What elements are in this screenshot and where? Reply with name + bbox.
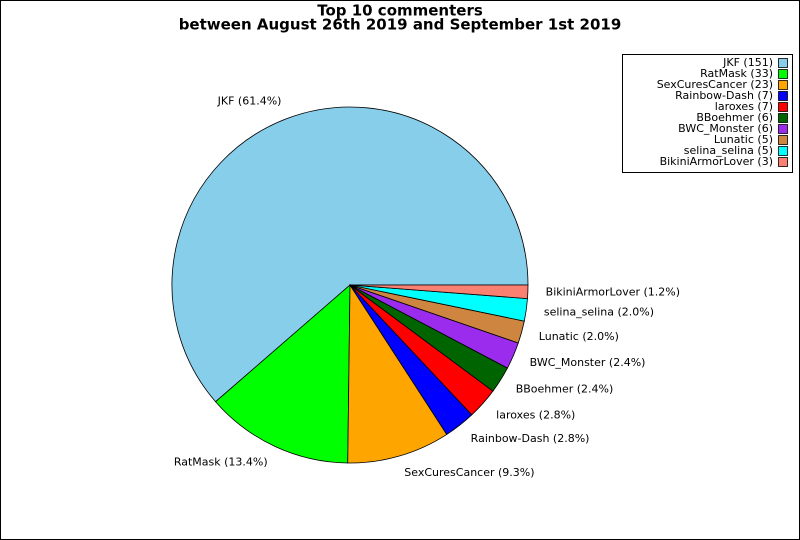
legend-label: Rainbow-Dash (7) [675, 89, 773, 102]
pie-slice [349, 284, 529, 300]
legend-swatch [778, 69, 788, 79]
legend-swatch [778, 91, 788, 101]
slice-label: RatMask (13.4%) [174, 456, 268, 469]
legend-label: BWC_Monster (6) [678, 122, 773, 135]
legend-swatch [778, 157, 788, 167]
slice-label: BWC_Monster (2.4%) [530, 356, 646, 369]
legend-label: selina_selina (5) [684, 144, 773, 157]
slice-label: JKF (61.4%) [217, 95, 282, 108]
legend-swatch [778, 124, 788, 134]
legend-swatch [778, 102, 788, 112]
pie-slice [347, 283, 448, 464]
slice-label: BikiniArmorLover (1.2%) [546, 285, 680, 298]
slice-label: Lunatic (2.0%) [539, 330, 619, 343]
legend-swatch [778, 135, 788, 145]
legend-swatch [778, 113, 788, 123]
slice-label: Rainbow-Dash (2.8%) [471, 432, 590, 445]
chart-subtitle: between August 26th 2019 and September 1… [179, 16, 622, 34]
legend-label: JKF (151) [722, 56, 773, 69]
legend-swatch [778, 80, 788, 90]
pie-slice [215, 284, 351, 464]
slice-label: laroxes (2.8%) [496, 408, 575, 421]
legend-label: BikiniArmorLover (3) [660, 155, 773, 168]
legend-box [622, 54, 793, 173]
legend-swatch [778, 58, 788, 68]
pie-slice [171, 106, 529, 403]
legend-label: BBoehmer (6) [696, 111, 773, 124]
legend-label: RatMask (33) [700, 67, 773, 80]
slice-label: BBoehmer (2.4%) [516, 382, 614, 395]
chart-title: Top 10 commenters [317, 2, 483, 20]
legend-label: SexCuresCancer (23) [657, 78, 773, 91]
legend-swatch [778, 146, 788, 156]
slice-label: selina_selina (2.0%) [544, 305, 654, 318]
legend-label: Lunatic (5) [714, 133, 773, 146]
legend-label: laroxes (7) [715, 100, 773, 113]
slice-label: SexCuresCancer (9.3%) [404, 466, 534, 479]
